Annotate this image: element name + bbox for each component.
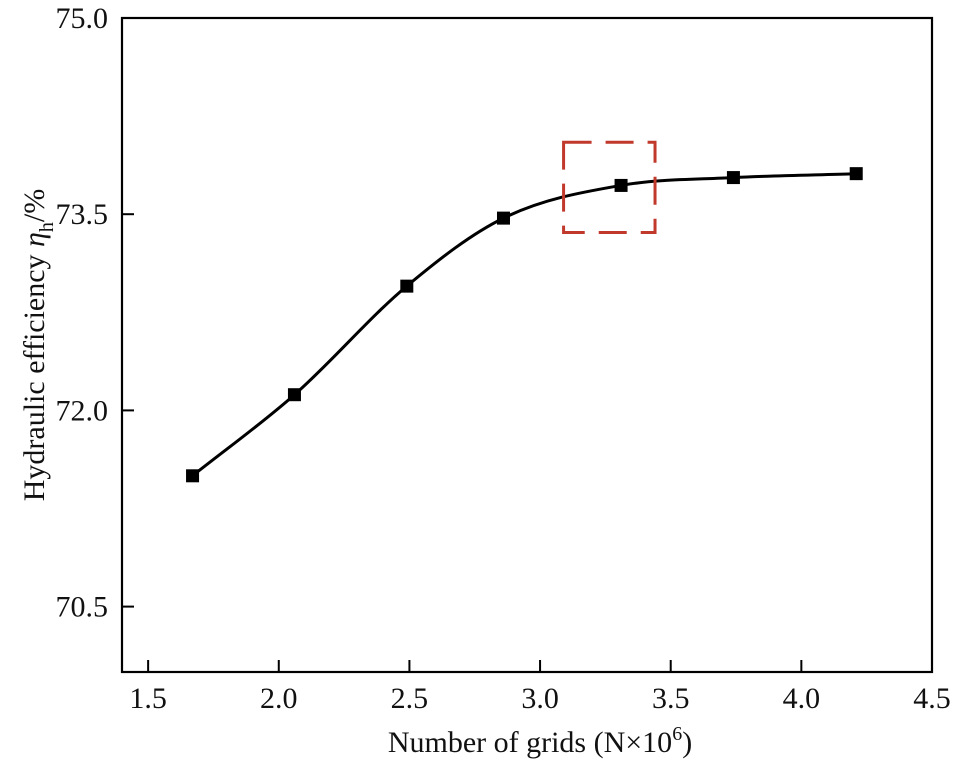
- y-axis-ticks: 70.5 72.0 73.5 75.0: [56, 2, 134, 624]
- x-axis-title: Number of grids (N×106): [388, 723, 692, 759]
- data-point-marker: [849, 167, 863, 181]
- data-point-marker: [614, 178, 628, 192]
- x-axis-ticks: 1.5 2.0 2.5 3.0 3.5 4.0 4.5: [129, 660, 951, 715]
- x-tick-label: 3.5: [652, 682, 690, 715]
- x-tick-label: 2.0: [260, 682, 298, 715]
- y-axis-title-unit: /%: [18, 189, 51, 222]
- data-point-marker: [186, 469, 200, 483]
- x-tick-label: 4.0: [783, 682, 821, 715]
- x-axis-title-superscript: 6: [672, 723, 682, 745]
- x-tick-label: 2.5: [391, 682, 429, 715]
- data-markers: [186, 167, 863, 483]
- data-point-marker: [287, 388, 301, 402]
- y-tick-label: 73.5: [56, 198, 109, 231]
- plot-frame: [120, 16, 934, 674]
- y-axis-title-subscript: h: [36, 222, 58, 232]
- x-tick-label: 3.0: [521, 682, 559, 715]
- data-point-marker: [726, 171, 740, 185]
- highlight-dashed-box: [562, 140, 657, 235]
- y-tick-label: 72.0: [56, 394, 109, 427]
- x-axis-title-main: Number of grids (N×10: [388, 726, 672, 759]
- data-point-marker: [400, 279, 414, 293]
- x-axis-title-close: ): [682, 726, 692, 759]
- x-tick-label: 4.5: [913, 682, 951, 715]
- y-tick-label: 75.0: [56, 2, 109, 35]
- data-point-marker: [496, 211, 510, 225]
- y-axis-title-symbol: η: [18, 232, 51, 247]
- x-tick-label: 1.5: [129, 682, 167, 715]
- y-axis-title-main: Hydraulic efficiency: [18, 247, 51, 501]
- y-tick-label: 70.5: [56, 591, 109, 624]
- efficiency-curve: [191, 172, 857, 477]
- y-axis-title: Hydraulic efficiency ηh/%: [18, 189, 58, 502]
